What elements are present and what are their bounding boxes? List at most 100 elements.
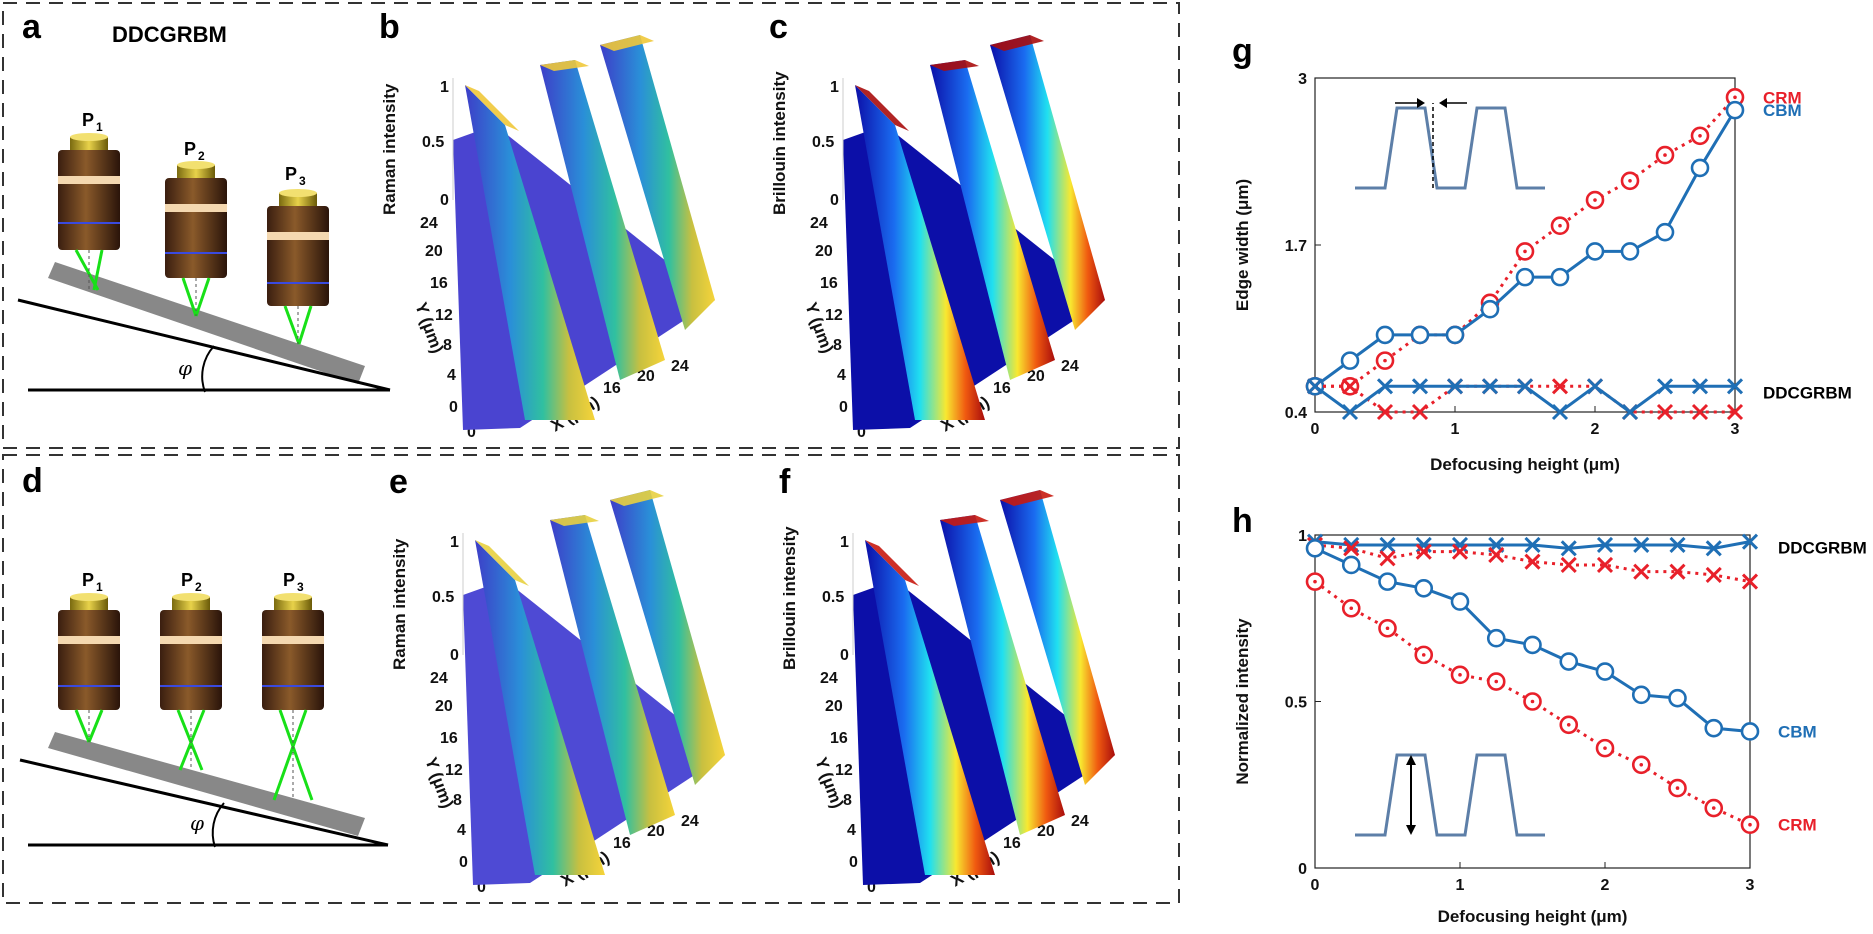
x-axis-label-g: Defocusing height (μm): [1430, 455, 1620, 474]
panel-d: d φ P 1 P 2: [19, 462, 389, 848]
series-line-g-3: [1314, 384, 1735, 414]
surface-ridge-c-1: [855, 85, 985, 420]
y-tick-c: 0: [839, 399, 848, 416]
x-tick-b: 20: [637, 368, 655, 385]
z-tick-b: 0.5: [422, 134, 444, 151]
tilt-line-d: [19, 758, 389, 847]
svg-text:1: 1: [96, 580, 103, 594]
objective-p2-d: P 2: [160, 570, 222, 771]
tilt-line-a: [17, 298, 391, 392]
y-tick-f: 4: [847, 822, 856, 839]
frame-top: [2, 2, 1180, 449]
surface-ridge-f-2: [940, 515, 1065, 835]
objective-p3-d: P 3: [262, 570, 324, 801]
z-axis-label-f: Brillouin intensity: [780, 526, 799, 670]
x-tick-e: 24: [681, 813, 699, 830]
y-tick-b: 16: [430, 275, 448, 292]
surface-ridge-top-b-2: [540, 60, 589, 71]
y-tick-e: 0: [459, 854, 468, 871]
svg-text:2: 2: [195, 580, 202, 594]
z-axis-label-b: Raman intensity: [380, 83, 399, 215]
y-tick-b: 0: [449, 399, 458, 416]
y-tick-f: 20: [825, 698, 843, 715]
objective-p1-label-a: P: [82, 110, 94, 130]
y-tick-c: 4: [837, 367, 846, 384]
x-tick-label-g: 1: [1451, 421, 1460, 438]
y-tick-f: 0: [849, 854, 858, 871]
angle-label-d: φ: [190, 811, 204, 835]
data-point-g: [1516, 378, 1534, 395]
y-tick-e: 16: [440, 730, 458, 747]
data-point-h: [1379, 550, 1396, 567]
y-tick-f: 8: [843, 792, 852, 809]
x-tick-e: 20: [647, 823, 665, 840]
objective-p2-a: P 2: [165, 139, 227, 317]
objective-p1-label-d: P: [82, 570, 94, 590]
data-point-dot-g: [1663, 153, 1667, 157]
y-tick-b: 20: [425, 243, 443, 260]
data-point-dot-g: [1383, 358, 1387, 363]
data-point-h: [1596, 556, 1614, 574]
surface-ridge-b-1: [465, 85, 595, 420]
objective-p2-label-d: P: [181, 570, 193, 590]
data-point-h: [1524, 536, 1541, 554]
panel-label-c: c: [769, 8, 788, 46]
surface-ridge-e-1: [475, 540, 605, 875]
data-point-g: [1515, 267, 1535, 287]
x-tick-b: 24: [671, 358, 689, 375]
x-tick-f: 24: [1071, 813, 1089, 830]
data-point-dot-h: [1748, 822, 1752, 827]
panel-label-f: f: [779, 463, 791, 501]
y-axis-label-h: Normalized intensity: [1233, 618, 1252, 785]
x-tick-label-g: 2: [1591, 421, 1600, 438]
y-tick-label-g: 3: [1298, 71, 1307, 88]
y-tick-e: 20: [435, 698, 453, 715]
x-tick-b: 0: [467, 424, 476, 441]
data-point-h: [1488, 546, 1505, 564]
data-point-h: [1560, 556, 1577, 574]
inset-arrowhead-g2: [1439, 98, 1447, 108]
data-point-g: [1586, 378, 1604, 395]
y-tick-e: 8: [453, 792, 462, 809]
data-point-g: [1656, 403, 1674, 421]
x-tick-b: 16: [603, 380, 621, 397]
data-point-h: [1741, 573, 1759, 590]
y-tick-e: 4: [457, 822, 466, 839]
z-tick-f: 1: [840, 534, 849, 551]
surface-ridge-top-c-1: [855, 85, 909, 131]
series-label-h-3: CRM: [1778, 816, 1817, 835]
surface-ridge-top-b-3: [600, 35, 654, 51]
x-tick-label-h: 2: [1601, 877, 1610, 894]
x-tick-f: 20: [1037, 823, 1055, 840]
surface-ridge-top-b-1: [465, 85, 519, 131]
data-point-h: [1669, 536, 1686, 554]
data-point-h: [1560, 540, 1577, 557]
surface-ridge-f-1: [865, 540, 995, 875]
data-point-g: [1480, 299, 1500, 319]
angle-label-a: φ: [178, 356, 192, 380]
y-tick-b: 12: [435, 307, 453, 324]
data-point-h: [1451, 543, 1469, 560]
data-point-g: [1550, 267, 1570, 287]
surface-ridge-top-f-2: [940, 515, 989, 526]
x-tick-c: 24: [1061, 358, 1079, 375]
data-point-g: [1655, 222, 1675, 242]
data-point-dot-h: [1711, 806, 1716, 810]
svg-text:3: 3: [299, 174, 306, 188]
objective-p1-d: P 1: [58, 570, 120, 743]
data-point-h: [1633, 536, 1650, 554]
surface-ridge-c-3: [990, 35, 1105, 330]
data-point-g: [1341, 378, 1359, 395]
objective-p2-label-a: P: [184, 139, 196, 159]
svg-text:1: 1: [96, 120, 103, 134]
surface-ridge-top-c-3: [990, 35, 1044, 51]
data-point-g: [1726, 378, 1744, 395]
z-tick-c: 1: [830, 79, 839, 96]
svg-text:2: 2: [198, 149, 205, 163]
z-tick-e: 0.5: [432, 589, 454, 606]
data-point-h: [1595, 662, 1615, 681]
x-tick-label-g: 3: [1731, 421, 1740, 438]
